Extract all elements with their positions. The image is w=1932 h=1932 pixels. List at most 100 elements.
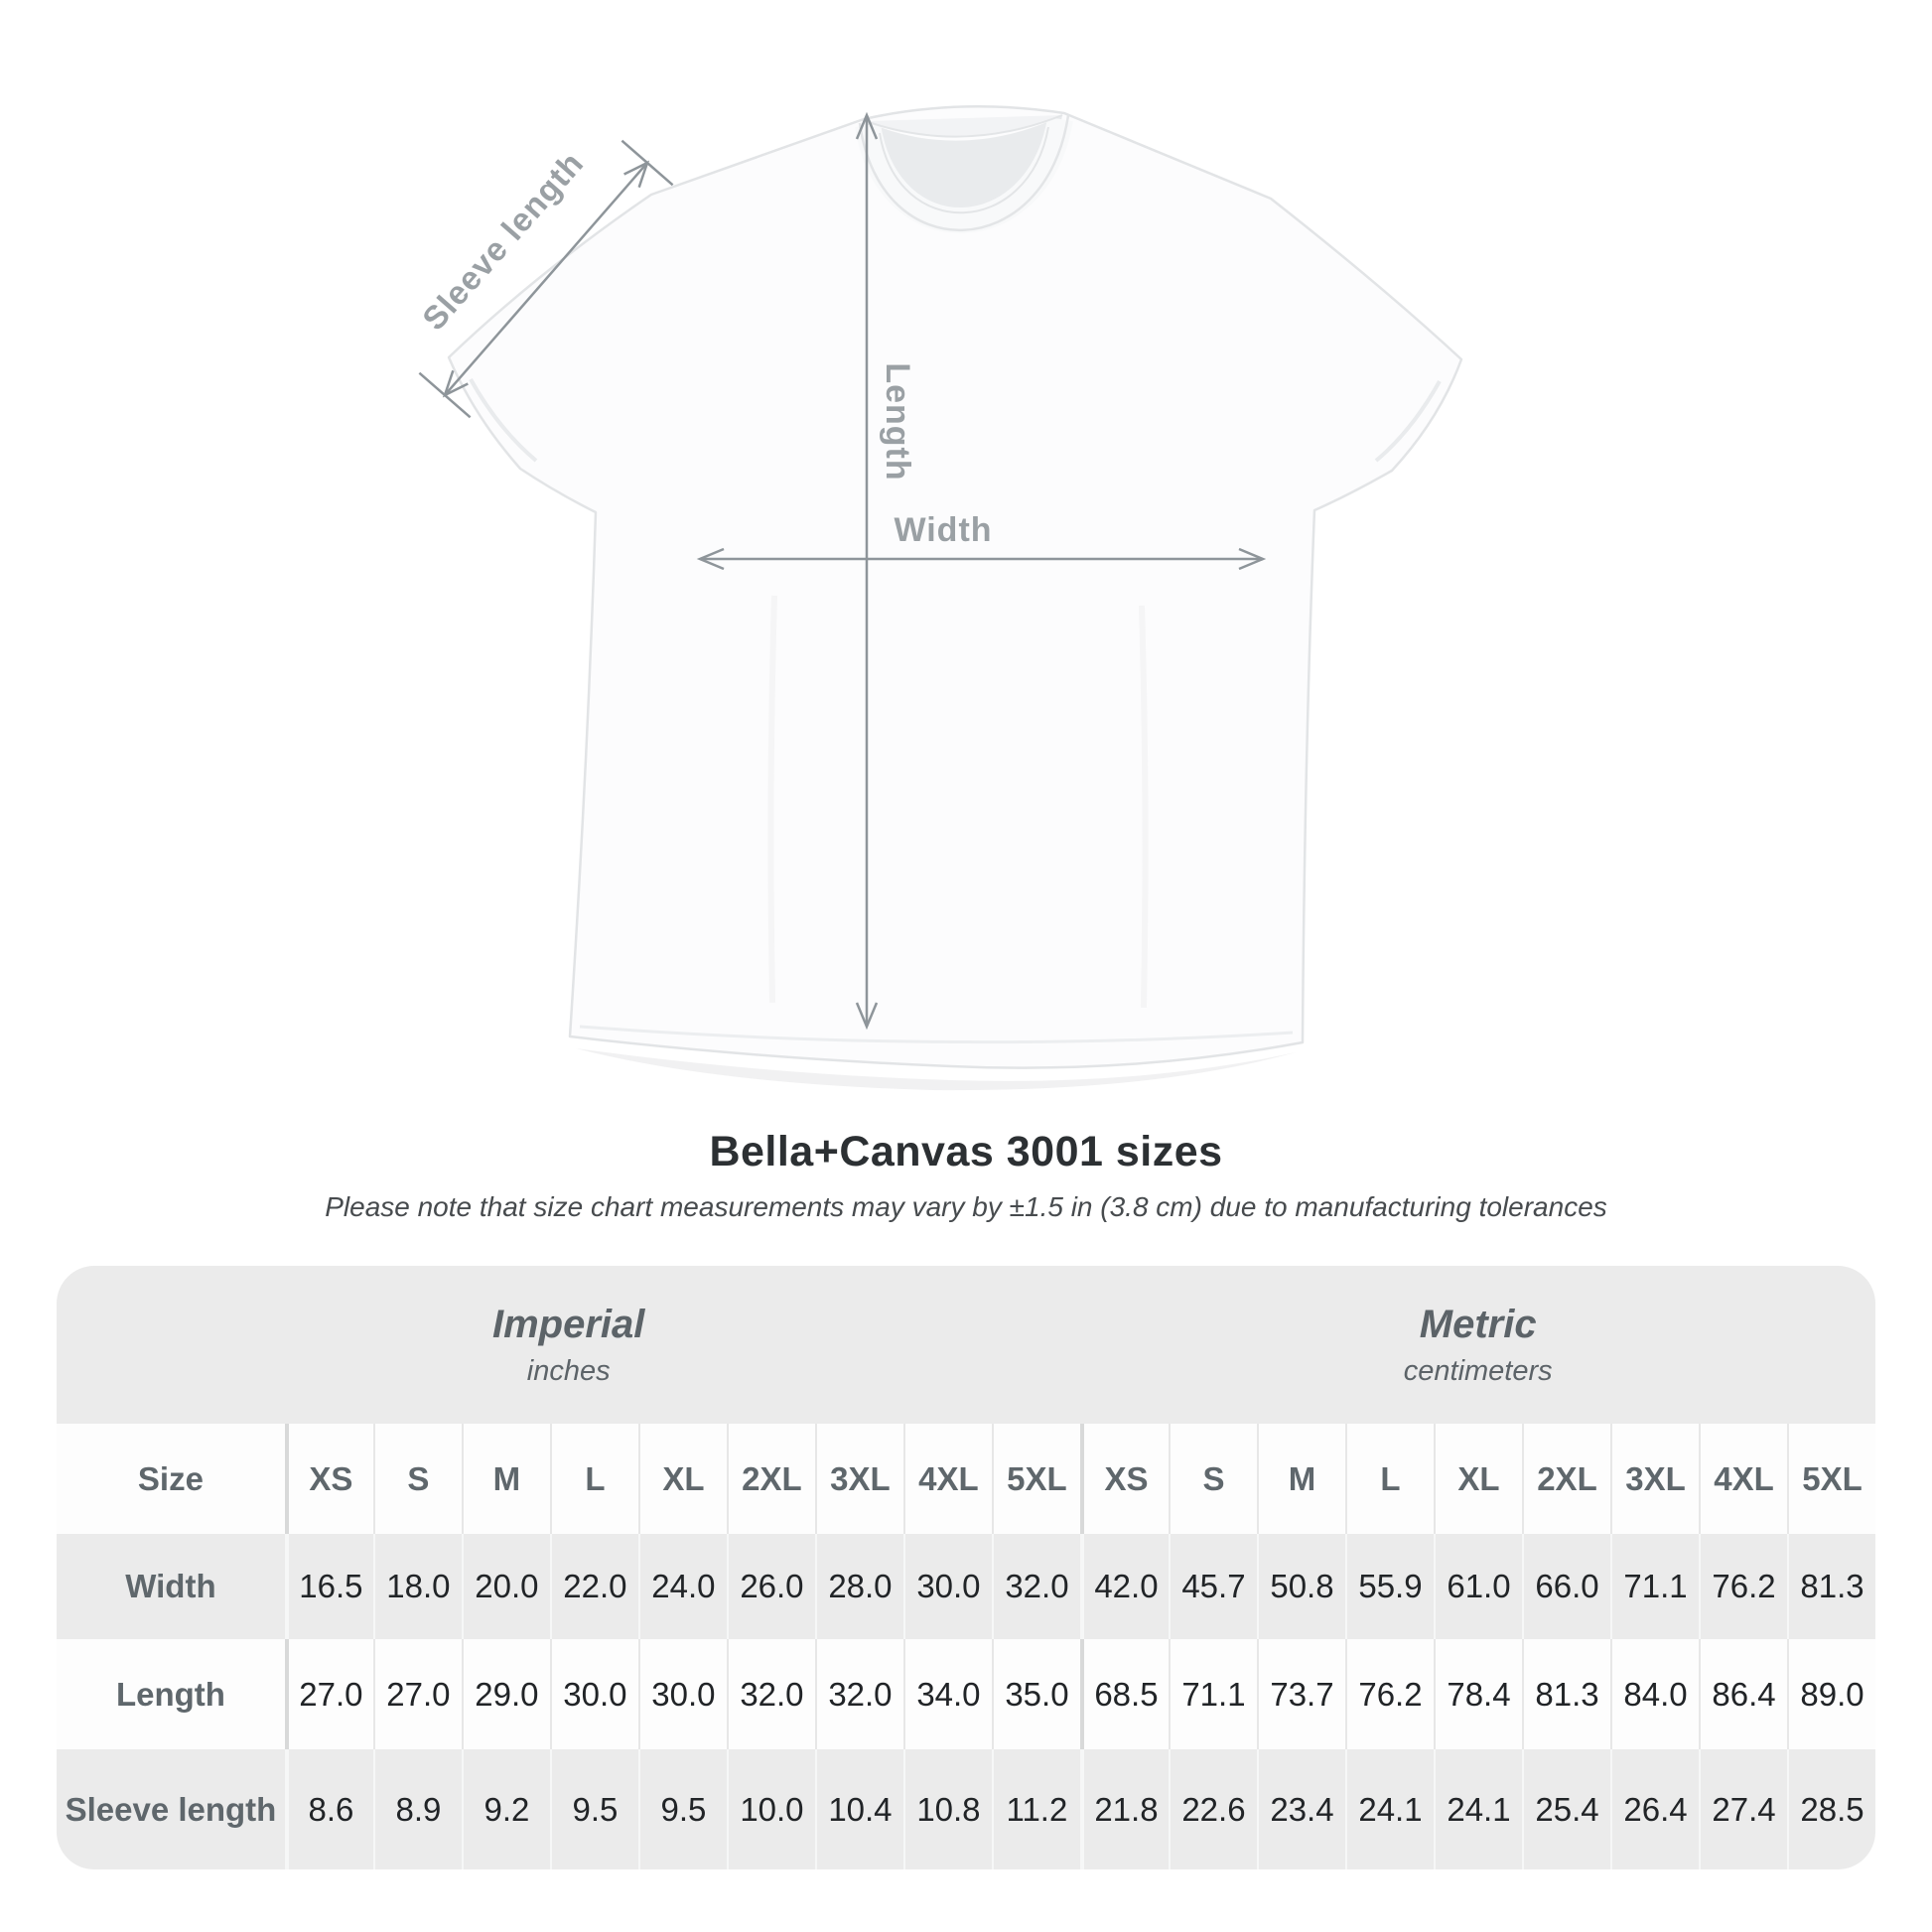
metric-unit: centimeters: [1403, 1354, 1553, 1387]
size-col-header: XS: [1079, 1424, 1169, 1534]
size-col-header: 3XL: [814, 1424, 903, 1534]
size-value: 30.0: [637, 1639, 727, 1749]
size-col-header: 5XL: [991, 1424, 1080, 1534]
size-value: 22.6: [1168, 1749, 1257, 1869]
fabric-crease: [767, 595, 777, 1004]
collar-band: [855, 116, 1073, 233]
imperial-group-header: Imperial inches: [57, 1266, 1080, 1424]
size-value: 28.0: [814, 1534, 903, 1639]
size-value: 76.2: [1698, 1534, 1787, 1639]
length-label: Length: [879, 362, 916, 481]
metric-label: Metric: [1419, 1302, 1537, 1346]
collar-inner-edge: [879, 126, 1049, 214]
tshirt-shadow: [576, 1048, 1296, 1091]
size-value: 27.4: [1698, 1749, 1787, 1869]
table-row: Sleeve length 8.6 8.9 9.2 9.5 9.5 10.0 10.4 10.8…: [57, 1749, 1875, 1869]
size-col-header: 5XL: [1786, 1424, 1875, 1534]
size-value: 84.0: [1609, 1639, 1699, 1749]
size-value: 81.3: [1786, 1534, 1875, 1639]
tshirt-measurement-diagram: Sleeve length Length Width: [415, 105, 1463, 1091]
right-sleeve-cuff: [1374, 380, 1442, 463]
row-label: Width: [125, 1568, 216, 1604]
size-value: 66.0: [1521, 1534, 1610, 1639]
size-value: 73.7: [1256, 1639, 1345, 1749]
size-value: 10.4: [814, 1749, 903, 1869]
back-neckline: [865, 114, 1063, 138]
size-col-header: S: [1168, 1424, 1257, 1534]
table-row: Width 16.5 18.0 20.0 22.0 24.0 26.0 28.0 30.0 32.…: [57, 1534, 1875, 1639]
size-col-header: 2XL: [726, 1424, 815, 1534]
size-value: 50.8: [1256, 1534, 1345, 1639]
size-value: 30.0: [902, 1534, 992, 1639]
size-value: 89.0: [1786, 1639, 1875, 1749]
left-sleeve-cuff: [469, 378, 538, 463]
size-col-header: XL: [1433, 1424, 1522, 1534]
size-value: 71.1: [1609, 1534, 1699, 1639]
fabric-crease: [1139, 605, 1149, 1009]
size-value: 86.4: [1698, 1639, 1787, 1749]
size-col-header: L: [1344, 1424, 1434, 1534]
size-col-header: S: [372, 1424, 462, 1534]
length-arrow: [855, 111, 879, 1031]
imperial-unit: inches: [526, 1354, 611, 1387]
size-value: 9.2: [461, 1749, 550, 1869]
tshirt-body: [447, 105, 1463, 1069]
metric-group-header: Metric centimeters: [1080, 1266, 1875, 1424]
row-label: Sleeve length: [65, 1790, 277, 1828]
page-title: Bella+Canvas 3001 sizes: [709, 1128, 1223, 1175]
size-value: 32.0: [991, 1534, 1080, 1639]
size-value: 35.0: [991, 1639, 1080, 1749]
size-value: 26.4: [1609, 1749, 1699, 1869]
size-value: 45.7: [1168, 1534, 1257, 1639]
size-value: 32.0: [814, 1639, 903, 1749]
unit-group-header: Imperial inches Metric centimeters: [57, 1266, 1875, 1424]
size-col-header: L: [549, 1424, 638, 1534]
size-value: 71.1: [1168, 1639, 1257, 1749]
size-col-header: 3XL: [1609, 1424, 1699, 1534]
size-value: 21.8: [1079, 1749, 1169, 1869]
width-label: Width: [894, 511, 992, 549]
size-value: 18.0: [372, 1534, 462, 1639]
imperial-label: Imperial: [492, 1302, 645, 1346]
size-value: 20.0: [461, 1534, 550, 1639]
size-value: 24.1: [1344, 1749, 1434, 1869]
sleeve-length-arrow: [418, 139, 674, 419]
size-value: 26.0: [726, 1534, 815, 1639]
size-value: 81.3: [1521, 1639, 1610, 1749]
width-arrow: [696, 547, 1267, 571]
size-col-header: XS: [284, 1424, 373, 1534]
collar-outer-edge: [858, 114, 1070, 231]
size-value: 32.0: [726, 1639, 815, 1749]
size-col-header: XL: [637, 1424, 727, 1534]
table-row: Length 27.0 27.0 29.0 30.0 30.0 32.0 32.0 34.0 35…: [57, 1639, 1875, 1749]
size-value: 8.9: [372, 1749, 462, 1869]
size-table: Imperial inches Metric centimeters Size X…: [57, 1266, 1875, 1869]
size-value: 24.0: [637, 1534, 727, 1639]
size-value: 68.5: [1079, 1639, 1169, 1749]
size-value: 11.2: [991, 1749, 1080, 1869]
size-grid: Size XS S M L XL 2XL 3XL 4XL 5XL XS S M L XL 2XL 3XL 4XL 5…: [57, 1424, 1875, 1869]
size-value: 42.0: [1079, 1534, 1169, 1639]
size-value: 24.1: [1433, 1749, 1522, 1869]
size-value: 27.0: [284, 1639, 373, 1749]
tolerance-note: Please note that size chart measurements…: [325, 1191, 1607, 1222]
size-value: 22.0: [549, 1534, 638, 1639]
size-value: 61.0: [1433, 1534, 1522, 1639]
hem-stitch: [579, 1025, 1294, 1044]
size-value: 10.0: [726, 1749, 815, 1869]
size-value: 29.0: [461, 1639, 550, 1749]
row-label: Size: [137, 1459, 204, 1497]
size-value: 55.9: [1344, 1534, 1434, 1639]
size-value: 16.5: [284, 1534, 373, 1639]
size-col-header: 4XL: [902, 1424, 992, 1534]
size-value: 28.5: [1786, 1749, 1875, 1869]
size-col-header: M: [1256, 1424, 1345, 1534]
size-value: 34.0: [902, 1639, 992, 1749]
size-value: 25.4: [1521, 1749, 1610, 1869]
size-col-header: 4XL: [1698, 1424, 1787, 1534]
size-value: 9.5: [549, 1749, 638, 1869]
size-value: 76.2: [1344, 1639, 1434, 1749]
table-header-row: Size XS S M L XL 2XL 3XL 4XL 5XL XS S M L XL 2XL 3XL 4XL 5…: [57, 1424, 1875, 1534]
size-col-header: 2XL: [1521, 1424, 1610, 1534]
